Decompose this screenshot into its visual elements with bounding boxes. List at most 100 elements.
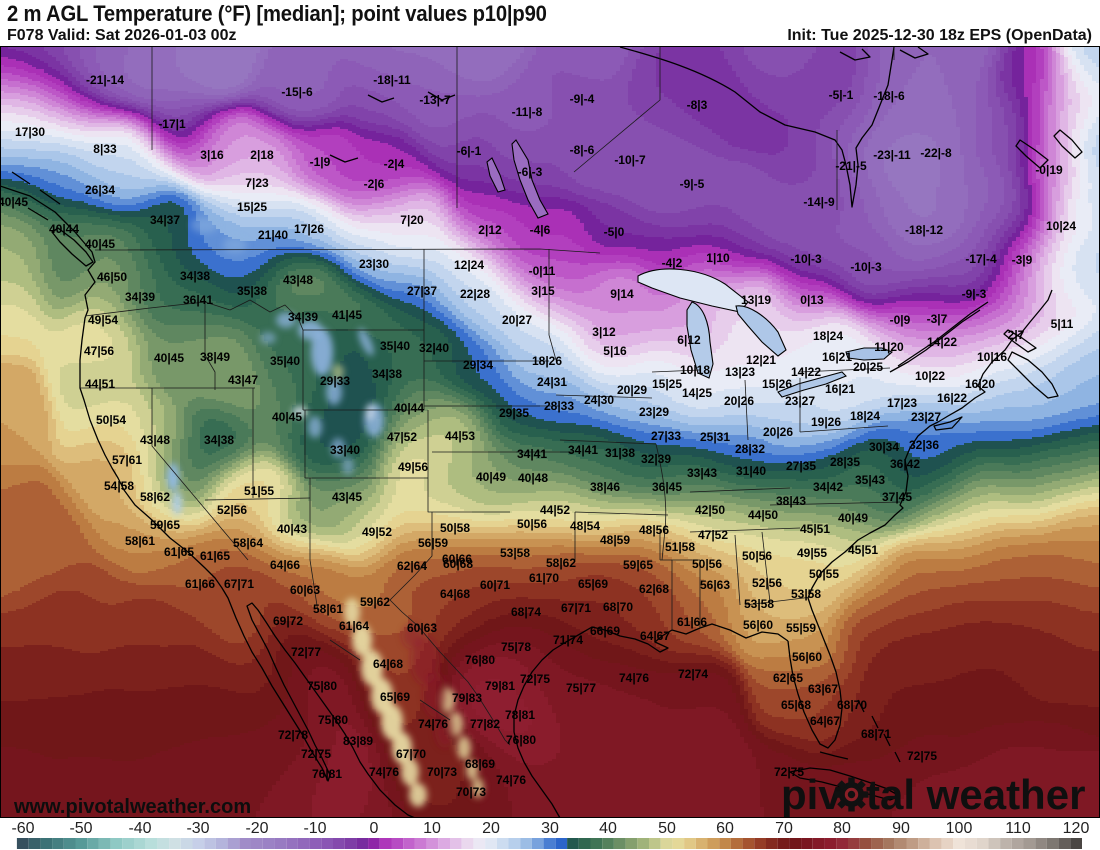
svg-text:-10: -10 [303,820,326,837]
svg-text:74|76: 74|76 [418,717,448,731]
svg-text:-3|9: -3|9 [1012,253,1033,267]
svg-text:64|67: 64|67 [640,629,670,643]
svg-text:59|65: 59|65 [150,518,180,532]
svg-text:51|55: 51|55 [244,484,274,498]
svg-text:72|75: 72|75 [301,747,331,761]
svg-text:72|75: 72|75 [907,749,937,763]
svg-text:36|42: 36|42 [890,457,920,471]
svg-text:71|74: 71|74 [553,633,583,647]
svg-text:58|62: 58|62 [140,490,170,504]
svg-text:-2|6: -2|6 [364,177,385,191]
svg-text:65|69: 65|69 [380,690,410,704]
svg-text:-4|2: -4|2 [662,256,683,270]
svg-text:-22|-8: -22|-8 [920,146,952,160]
svg-text:35|40: 35|40 [380,339,410,353]
svg-text:-20: -20 [245,820,268,837]
svg-text:62|68: 62|68 [639,582,669,596]
svg-text:16|22: 16|22 [937,391,967,405]
svg-text:37|45: 37|45 [882,490,912,504]
svg-text:72|75: 72|75 [520,672,550,686]
svg-text:30|34: 30|34 [869,440,899,454]
svg-text:14|22: 14|22 [791,365,821,379]
svg-text:35|43: 35|43 [855,473,885,487]
svg-text:43|47: 43|47 [228,373,258,387]
svg-text:30: 30 [541,820,559,837]
svg-text:40|45: 40|45 [85,237,115,251]
svg-text:74|76: 74|76 [619,671,649,685]
svg-text:56|63: 56|63 [700,578,730,592]
svg-text:65|69: 65|69 [578,577,608,591]
svg-text:-2|4: -2|4 [384,157,405,171]
svg-text:72|74: 72|74 [678,667,708,681]
svg-text:-23|-11: -23|-11 [873,148,911,162]
svg-text:61|65: 61|65 [200,549,230,563]
svg-text:67|70: 67|70 [396,747,426,761]
svg-text:-18|-12: -18|-12 [905,223,943,237]
svg-text:58|61: 58|61 [313,602,343,616]
svg-text:18|26: 18|26 [532,354,562,368]
svg-text:52|56: 52|56 [217,503,247,517]
svg-text:-14|-9: -14|-9 [803,195,835,209]
svg-text:18|24: 18|24 [850,409,880,423]
svg-text:47|52: 47|52 [698,528,728,542]
svg-text:120: 120 [1063,820,1090,837]
svg-text:1|10: 1|10 [706,251,730,265]
svg-text:64|68: 64|68 [373,657,403,671]
svg-text:17|30: 17|30 [15,125,45,139]
svg-text:13|19: 13|19 [741,293,771,307]
svg-text:100: 100 [946,820,973,837]
svg-text:75|78: 75|78 [501,640,531,654]
svg-text:14|22: 14|22 [927,335,957,349]
svg-text:59|65: 59|65 [623,558,653,572]
svg-text:27|37: 27|37 [407,284,437,298]
svg-text:50|54: 50|54 [96,413,126,427]
svg-text:-50: -50 [69,820,92,837]
svg-text:34|39: 34|39 [125,290,155,304]
svg-text:60|71: 60|71 [480,578,510,592]
svg-text:piv: piv [781,771,842,818]
svg-text:50: 50 [658,820,676,837]
svg-text:52|56: 52|56 [752,576,782,590]
svg-text:49|56: 49|56 [398,460,428,474]
svg-text:16|21: 16|21 [822,350,852,364]
svg-text:-0|11: -0|11 [529,264,556,278]
svg-text:44|53: 44|53 [445,429,475,443]
svg-text:36|45: 36|45 [652,480,682,494]
svg-text:32|36: 32|36 [909,438,939,452]
svg-text:59|62: 59|62 [360,595,390,609]
svg-text:20: 20 [482,820,500,837]
svg-text:28|32: 28|32 [735,442,765,456]
svg-text:5|11: 5|11 [1051,317,1074,331]
svg-text:58|64: 58|64 [233,536,263,550]
svg-text:54|58: 54|58 [104,479,134,493]
svg-text:7|23: 7|23 [245,176,269,190]
svg-text:83|89: 83|89 [343,734,373,748]
svg-text:0|13: 0|13 [800,293,824,307]
svg-text:40|44: 40|44 [394,401,424,415]
svg-text:-60: -60 [11,820,34,837]
svg-text:50|56: 50|56 [742,549,772,563]
svg-text:79|81: 79|81 [485,679,515,693]
svg-text:22|28: 22|28 [460,287,490,301]
svg-text:47|52: 47|52 [387,430,417,444]
svg-text:51|58: 51|58 [665,540,695,554]
svg-text:61|70: 61|70 [529,571,559,585]
svg-text:72|77: 72|77 [291,645,321,659]
svg-text:34|37: 34|37 [150,213,180,227]
svg-text:16|21: 16|21 [825,382,855,396]
svg-text:-5|-1: -5|-1 [829,88,854,102]
svg-text:-5|0: -5|0 [604,225,625,239]
svg-text:10|22: 10|22 [915,369,945,383]
svg-text:61|66: 61|66 [185,577,215,591]
svg-text:34|41: 34|41 [568,443,598,457]
svg-text:10|24: 10|24 [1046,219,1076,233]
svg-text:34|39: 34|39 [288,310,318,324]
svg-text:110: 110 [1005,820,1031,837]
svg-text:70: 70 [775,820,793,837]
svg-text:38|43: 38|43 [776,494,806,508]
svg-text:31|38: 31|38 [605,446,635,460]
svg-text:5|16: 5|16 [603,344,627,358]
svg-text:-0|19: -0|19 [1035,163,1063,177]
svg-text:-6|-1: -6|-1 [457,144,482,158]
svg-text:-18|-6: -18|-6 [873,89,905,103]
